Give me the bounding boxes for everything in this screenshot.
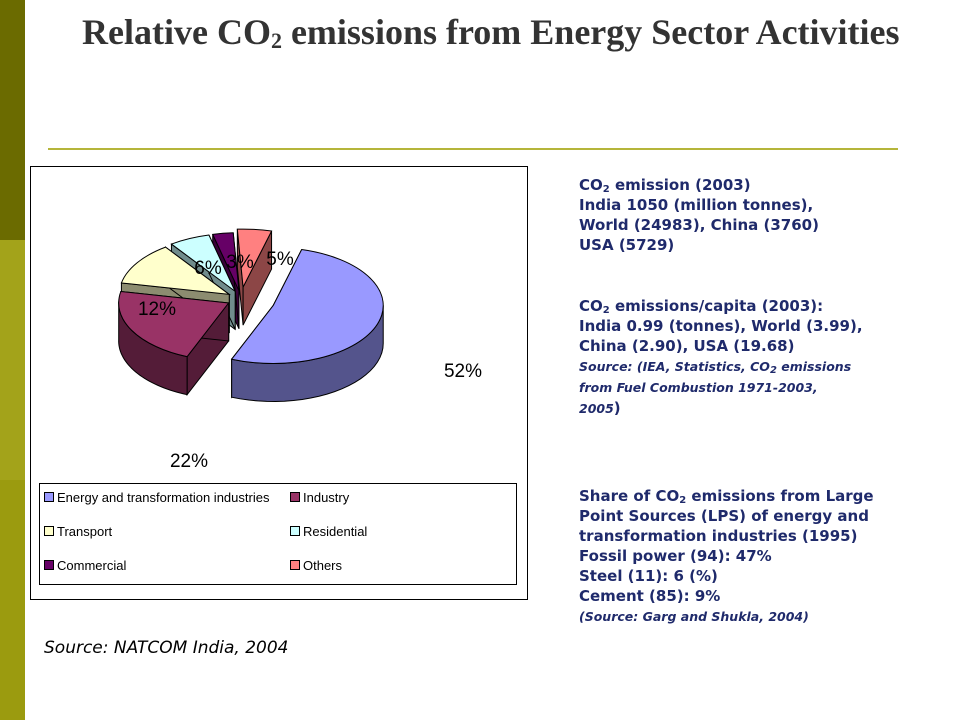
legend-swatch (44, 492, 54, 502)
per-capita-line: India 0.99 (tonnes), World (3.99), (579, 317, 863, 335)
lps-line: Cement (85): 9% (579, 587, 721, 605)
legend-item: Commercial (44, 558, 126, 574)
pie-data-label: 12% (138, 299, 176, 320)
lps-line: Steel (11): 6 (%) (579, 567, 718, 585)
legend-swatch (44, 560, 54, 570)
legend-swatch (290, 526, 300, 536)
pie-data-label: 3% (226, 252, 254, 273)
per-capita-source: Source: (IEA, Statistics, CO2 emissions (579, 359, 852, 376)
lps-heading: Share of CO2 emissions from Large (579, 487, 874, 506)
legend-label: Industry (303, 490, 350, 505)
pie-data-label: 52% (444, 361, 482, 382)
per-capita-heading: CO2 emissions/capita (2003): (579, 297, 824, 316)
legend-swatch (290, 492, 300, 502)
lps-source: (Source: Garg and Shukla, 2004) (579, 609, 809, 624)
title-divider (48, 148, 898, 150)
pie-chart-svg: 52% 22% 12% 6% 3% 5% (118, 228, 482, 472)
pie-chart: 52% 22% 12% 6% 3% 5% Energy and transformatio… (30, 166, 528, 600)
legend-item: Industry (290, 490, 349, 506)
per-capita-source-line3: 2005) (579, 399, 621, 417)
chart-legend: Energy and transformation industries Indu… (39, 483, 517, 585)
pie-data-label: 6% (194, 258, 222, 279)
emission-line: USA (5729) (579, 236, 675, 254)
per-capita-block: CO2 emissions/capita (2003): India 0.99 … (579, 296, 959, 419)
emission-heading: CO2 emission (2003) (579, 176, 751, 195)
legend-swatch (290, 560, 300, 570)
legend-label: Energy and transformation industries (57, 490, 270, 505)
lps-block: Share of CO2 emissions from Large Point … (579, 486, 959, 627)
per-capita-line: China (2.90), USA (19.68) (579, 337, 795, 355)
emission-line: India 1050 (million tonnes), (579, 196, 814, 214)
pie-data-label: 22% (170, 451, 208, 472)
pie-data-label: 5% (266, 249, 294, 270)
side-bar-bottom (0, 480, 25, 720)
legend-item: Transport (44, 524, 112, 540)
legend-item: Residential (290, 524, 367, 540)
lps-line: Point Sources (LPS) of energy and (579, 507, 869, 525)
lps-line: transformation industries (1995) (579, 527, 858, 545)
legend-item: Energy and transformation industries (44, 490, 269, 506)
emission-2003-block: CO2 emission (2003) India 1050 (million … (579, 175, 959, 255)
legend-swatch (44, 526, 54, 536)
lps-line: Fossil power (94): 47% (579, 547, 772, 565)
pie-slice-industry (118, 290, 230, 397)
legend-label: Others (303, 558, 343, 573)
emission-line: World (24983), China (3760) (579, 216, 819, 234)
legend-item: Others (290, 558, 342, 574)
side-bar-dark (0, 0, 25, 240)
legend-label: Residential (303, 524, 368, 539)
slide-title: Relative CO2 emissions from Energy Secto… (82, 12, 900, 53)
legend-label: Commercial (57, 558, 127, 573)
side-bar-mid (0, 240, 25, 480)
pie-slice-others (236, 228, 273, 326)
pie-slice-energy-and-transformation-industries (230, 248, 384, 402)
per-capita-source-line2: from Fuel Combustion 1971-2003, (579, 380, 818, 395)
chart-source: Source: NATCOM India, 2004 (44, 638, 289, 658)
legend-label: Transport (57, 524, 113, 539)
